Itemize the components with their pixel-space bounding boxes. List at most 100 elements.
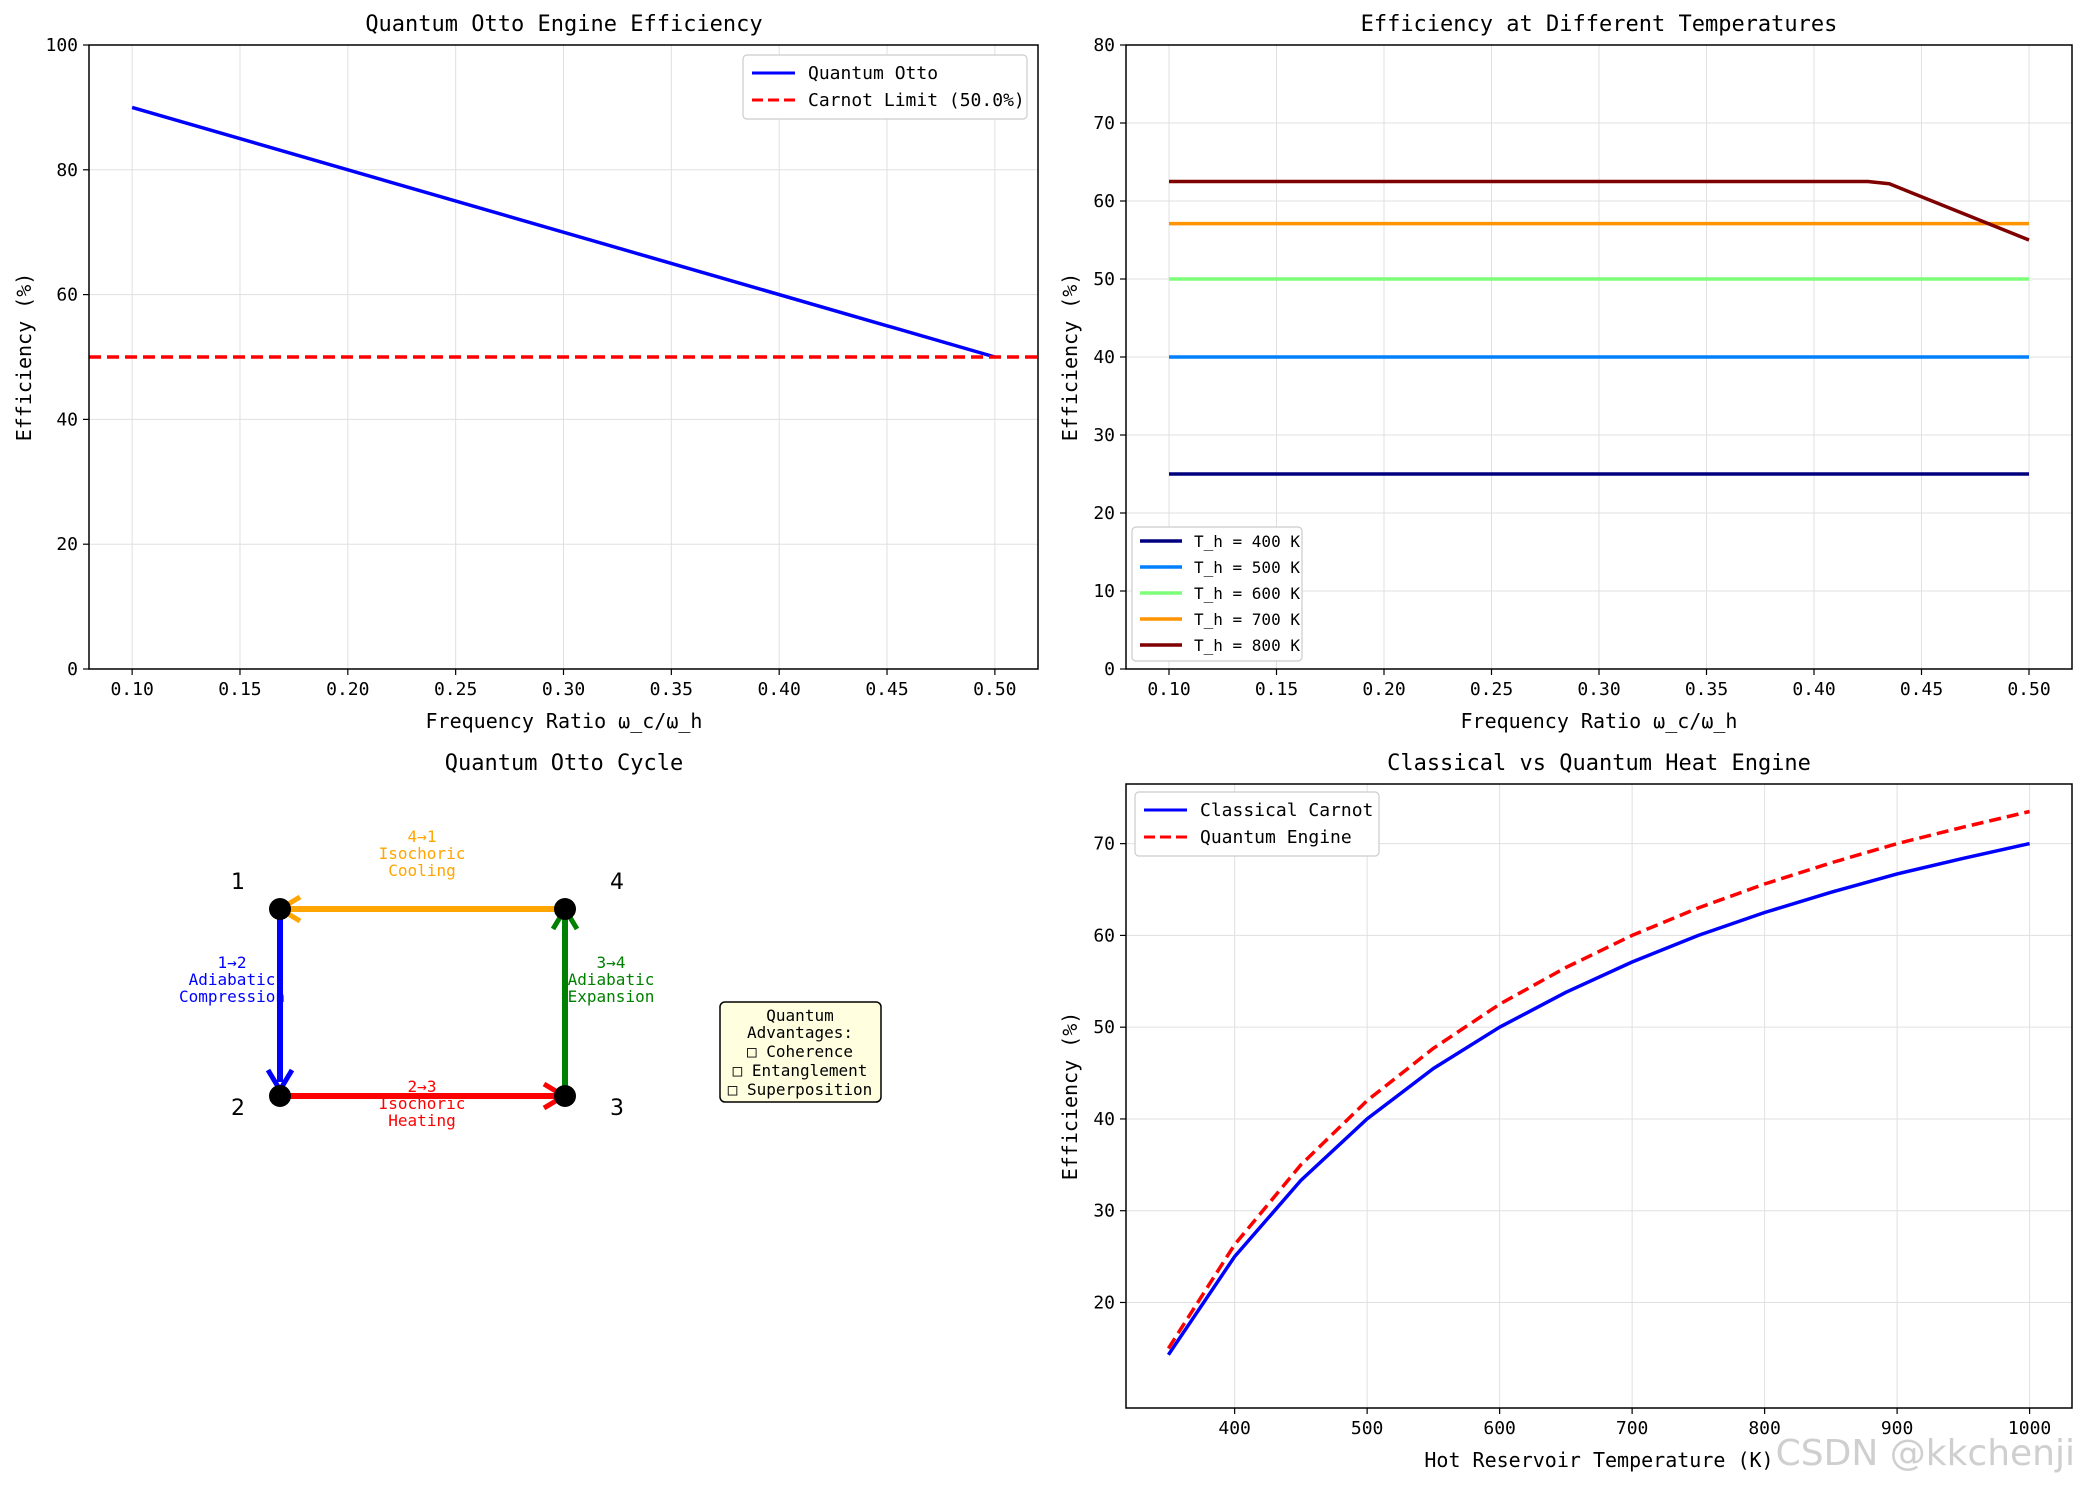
legend-label-classical: Classical Carnot	[1200, 800, 1373, 821]
y-tick-label: 40	[1093, 1109, 1115, 1130]
grid	[1126, 784, 2072, 1408]
y-axis-label: Efficiency (%)	[1058, 273, 1082, 442]
y-tick-label: 30	[1093, 425, 1115, 446]
state-node-1	[269, 898, 291, 920]
y-ticks: 20 30 40 50 60 70	[1093, 834, 1126, 1313]
series-layer	[1166, 809, 2031, 1356]
step-2-3-line2: Heating	[388, 1111, 455, 1130]
state-node-2	[269, 1085, 291, 1107]
advantages-box: Quantum Advantages: □ Coherence □ Entang…	[719, 1001, 882, 1103]
watermark: CSDN @kkchenji	[1776, 1433, 2075, 1474]
x-tick-label: 0.50	[2007, 679, 2050, 700]
y-tick-label: 50	[1093, 269, 1115, 290]
x-tick-label: 0.20	[1362, 679, 1405, 700]
y-tick-label: 70	[1093, 113, 1115, 134]
x-tick-label: 0.25	[434, 679, 477, 700]
legend-frame	[1134, 791, 1380, 857]
y-tick-label: 20	[1093, 1292, 1115, 1313]
y-tick-label: 60	[56, 285, 78, 306]
step-2-3-id: 2→3	[408, 1077, 437, 1096]
legend: T_h = 400 K T_h = 500 K T_h = 600 K T_h = 7…	[1131, 526, 1303, 662]
y-tick-label: 0	[67, 659, 78, 680]
y-tick-label: 40	[1093, 347, 1115, 368]
x-tick-label: 0.40	[758, 679, 801, 700]
x-tick-label: 0.45	[1900, 679, 1943, 700]
chart-title: Quantum Otto Engine Efficiency	[365, 12, 762, 37]
x-axis-label: Frequency Ratio ω_c/ω_h	[1461, 709, 1738, 733]
chart-title: Efficiency at Different Temperatures	[1361, 12, 1838, 37]
advantages-title-2: Advantages:	[747, 1023, 853, 1042]
x-tick-label: 400	[1218, 1418, 1251, 1439]
x-tick-label: 0.25	[1470, 679, 1513, 700]
y-tick-label: 60	[1093, 925, 1115, 946]
series-line-classical-carnot	[1166, 841, 2030, 1356]
y-tick-label: 60	[1093, 191, 1115, 212]
node-label-4: 4	[610, 870, 624, 895]
node-label-3: 3	[610, 1096, 624, 1121]
step-label-3-4: 3→4 Adiabatic Expansion	[568, 953, 655, 1006]
series-line-quantum-engine	[1166, 809, 2031, 1350]
series-layer	[89, 105, 1038, 359]
otto-cycle-diagram: Quantum Otto Cycle 1 2 3 4 1→2 Adiabatic	[179, 751, 882, 1130]
state-node-4	[554, 898, 576, 920]
legend-label: T_h = 800 K	[1194, 636, 1300, 655]
legend-label-quantum: Quantum Engine	[1200, 827, 1352, 848]
step-1-2-id: 1→2	[218, 953, 247, 972]
node-label-2: 2	[231, 1096, 245, 1121]
y-tick-label: 20	[56, 534, 78, 555]
step-4-1-id: 4→1	[408, 827, 437, 846]
legend-frame	[742, 54, 1028, 120]
x-tick-label: 900	[1881, 1418, 1914, 1439]
diagram-title: Quantum Otto Cycle	[445, 751, 683, 776]
step-3-4-line1: Adiabatic	[568, 970, 655, 989]
otto-efficiency-chart: Quantum Otto Engine Efficiency 0.10 0.15 0…	[12, 12, 1039, 733]
classical-vs-quantum-chart: Classical vs Quantum Heat Engine 400 500 6…	[1058, 751, 2073, 1472]
x-tick-label: 0.45	[865, 679, 908, 700]
chart-title: Classical vs Quantum Heat Engine	[1387, 751, 1811, 776]
y-tick-label: 30	[1093, 1201, 1115, 1222]
series-line-quantum-otto	[131, 105, 996, 359]
x-tick-label: 0.35	[1685, 679, 1728, 700]
x-tick-label: 600	[1483, 1418, 1516, 1439]
step-1-2-line2: Compression	[179, 987, 285, 1006]
x-ticks: 400 500 600 700 800 900 1000	[1218, 1408, 2051, 1439]
step-3-4-line2: Expansion	[568, 987, 655, 1006]
step-4-1-line1: Isochoric	[379, 844, 466, 863]
legend-label-carnot: Carnot Limit (50.0%)	[808, 90, 1025, 111]
advantages-title-1: Quantum	[766, 1006, 833, 1025]
advantage-item: □ Entanglement	[733, 1061, 868, 1080]
step-3-4-id: 3→4	[597, 953, 626, 972]
x-tick-label: 700	[1616, 1418, 1649, 1439]
x-tick-label: 0.30	[1577, 679, 1620, 700]
y-tick-label: 80	[56, 160, 78, 181]
step-1-2-line1: Adiabatic	[189, 970, 276, 989]
advantage-item: □ Coherence	[747, 1042, 853, 1061]
legend-frame	[1131, 526, 1303, 662]
series-layer	[1169, 179, 2030, 476]
step-2-3-line1: Isochoric	[379, 1094, 466, 1113]
state-node-3	[554, 1085, 576, 1107]
x-tick-label: 0.15	[218, 679, 261, 700]
legend: Quantum Otto Carnot Limit (50.0%)	[742, 54, 1028, 120]
step-label-1-2: 1→2 Adiabatic Compression	[179, 953, 285, 1006]
x-axis-label: Frequency Ratio ω_c/ω_h	[426, 709, 703, 733]
y-ticks: 0 20 40 60 80 100	[45, 35, 89, 680]
x-tick-label: 0.10	[110, 679, 153, 700]
step-label-2-3: 2→3 Isochoric Heating	[379, 1077, 466, 1130]
x-tick-label: 0.50	[973, 679, 1016, 700]
legend-label: T_h = 600 K	[1194, 584, 1300, 603]
plot-frame	[1125, 783, 2073, 1409]
legend-label: T_h = 700 K	[1194, 610, 1300, 629]
x-tick-label: 0.10	[1147, 679, 1190, 700]
legend-label-quantum-otto: Quantum Otto	[808, 63, 938, 84]
y-tick-label: 70	[1093, 834, 1115, 855]
y-tick-label: 20	[1093, 503, 1115, 524]
y-ticks: 0 10 20 30 40 50 60 70 80	[1093, 35, 1126, 680]
x-tick-label: 0.35	[650, 679, 693, 700]
y-tick-label: 50	[1093, 1017, 1115, 1038]
legend-label: T_h = 500 K	[1194, 558, 1300, 577]
y-tick-label: 0	[1104, 659, 1115, 680]
y-tick-label: 40	[56, 409, 78, 430]
legend-items: T_h = 400 K T_h = 500 K T_h = 600 K T_h = 7…	[1140, 532, 1300, 655]
